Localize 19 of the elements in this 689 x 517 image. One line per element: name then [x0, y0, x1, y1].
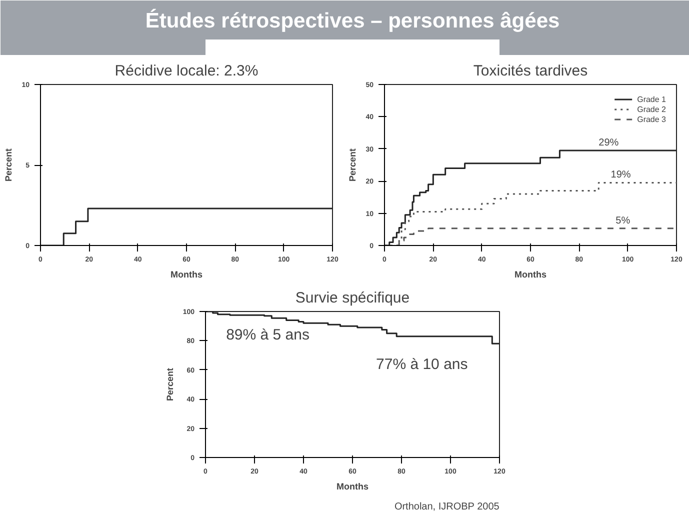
annotation: 19%: [610, 170, 631, 181]
x-axis-title: Months: [514, 270, 547, 280]
annotation: 29%: [598, 138, 619, 149]
legend-label: Grade 3: [637, 114, 666, 124]
text: Études rétrospectives – personnes âgées: [145, 8, 560, 32]
x-axis-title: Months: [336, 482, 369, 492]
text: Ortholan, IJROBP 2005: [394, 502, 500, 512]
y-axis-title: Percent: [348, 148, 358, 182]
annotation: 77% à 10 ans: [376, 356, 468, 373]
chart-title: Toxicités tardives: [473, 62, 588, 80]
legend-label: Grade 2: [637, 104, 666, 114]
annotation: 89% à 5 ans: [226, 326, 310, 344]
chart-title: Survie spécifique: [295, 290, 410, 306]
y-axis-title: Percent: [4, 148, 14, 182]
y-axis-title: Percent: [164, 368, 175, 402]
chart-title: Récidive locale: 2.3%: [114, 62, 258, 80]
annotation: 5%: [616, 215, 630, 226]
x-axis-title: Months: [170, 270, 203, 280]
legend-label: Grade 1: [637, 94, 666, 104]
